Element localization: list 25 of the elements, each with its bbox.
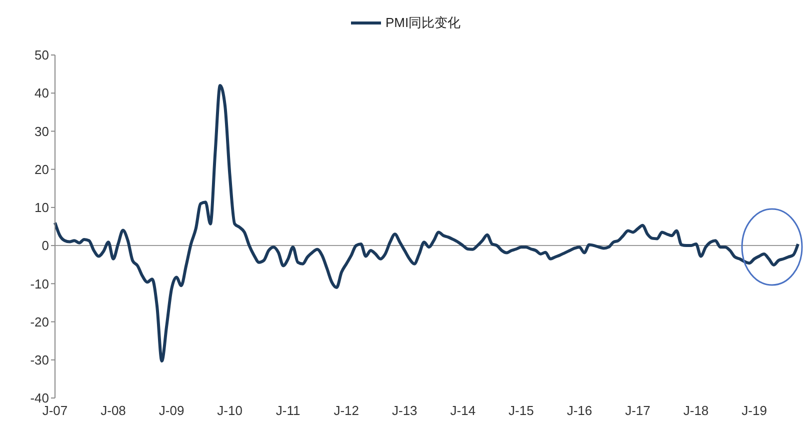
- x-tick-label: J-18: [683, 403, 709, 418]
- x-tick-label: J-09: [158, 403, 184, 418]
- x-tick-label: J-16: [566, 403, 592, 418]
- y-tick-label: 30: [34, 124, 49, 139]
- y-tick-label: -20: [30, 314, 49, 330]
- x-tick-label: J-12: [334, 403, 360, 418]
- y-tick-label: 50: [34, 48, 49, 63]
- y-tick-label: 40: [34, 86, 49, 101]
- x-tick-label: J-17: [625, 403, 650, 418]
- x-tick-label: J-13: [392, 403, 418, 418]
- legend-label: PMI同比变化: [385, 14, 461, 32]
- y-tick-label: -30: [30, 352, 49, 368]
- x-tick-label: J-08: [100, 403, 126, 418]
- line-series: [54, 84, 800, 363]
- x-tick-label: J-07: [42, 403, 68, 418]
- y-tick-label: -40: [30, 390, 49, 406]
- x-tick-label: J-19: [742, 403, 767, 418]
- y-tick-label: 10: [34, 200, 49, 216]
- y-tick-label: 0: [42, 238, 49, 254]
- y-tick-label: -10: [30, 276, 49, 292]
- x-tick-label: J-14: [450, 403, 476, 418]
- y-tick-label: 20: [34, 162, 49, 177]
- x-tick-label: J-11: [276, 403, 300, 418]
- x-tick-label: J-15: [508, 403, 534, 418]
- x-tick-label: J-10: [217, 403, 242, 418]
